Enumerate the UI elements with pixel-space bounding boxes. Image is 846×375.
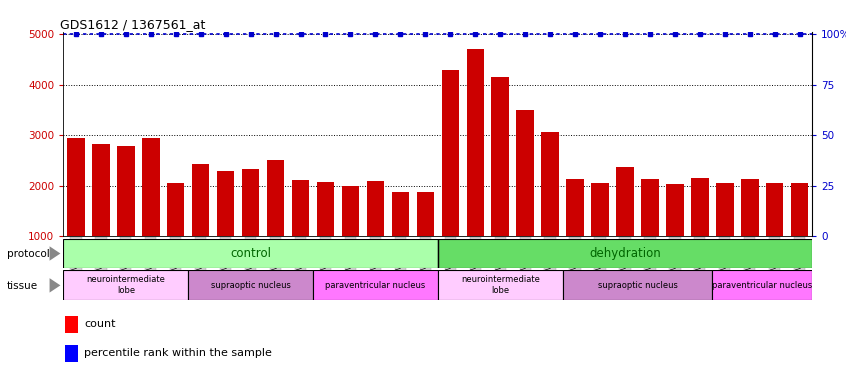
Bar <box>741 179 759 287</box>
Bar <box>63 239 437 268</box>
Bar <box>188 270 313 300</box>
Bar <box>516 110 534 287</box>
Bar <box>563 270 712 300</box>
Bar <box>117 146 135 287</box>
Text: paraventricular nucleus: paraventricular nucleus <box>712 280 812 290</box>
Bar <box>616 166 634 287</box>
Bar <box>392 192 409 287</box>
Text: dehydration: dehydration <box>589 247 661 260</box>
Bar <box>766 183 783 287</box>
Text: tissue: tissue <box>7 281 38 291</box>
Text: paraventricular nucleus: paraventricular nucleus <box>326 280 426 290</box>
Bar <box>492 77 509 287</box>
Bar <box>591 183 609 287</box>
Text: supraoptic nucleus: supraoptic nucleus <box>597 280 678 290</box>
Bar <box>437 239 812 268</box>
Text: protocol: protocol <box>7 249 50 259</box>
Text: control: control <box>230 247 271 260</box>
Bar <box>641 179 659 287</box>
Bar <box>167 183 184 287</box>
Text: GDS1612 / 1367561_at: GDS1612 / 1367561_at <box>60 18 205 31</box>
Bar <box>342 186 360 287</box>
Bar <box>316 182 334 287</box>
Text: count: count <box>85 319 116 329</box>
Bar <box>466 48 484 287</box>
Bar <box>63 270 188 300</box>
Bar <box>791 183 809 287</box>
Bar <box>313 270 437 300</box>
Bar <box>666 184 684 287</box>
Bar <box>65 316 79 333</box>
Bar <box>242 169 260 287</box>
Bar <box>65 345 79 362</box>
Bar <box>67 138 85 287</box>
Bar <box>437 270 563 300</box>
Polygon shape <box>50 278 60 292</box>
Bar <box>192 164 210 287</box>
Bar <box>541 132 559 287</box>
Bar <box>566 179 584 287</box>
Bar <box>292 180 310 287</box>
Text: neurointermediate
lobe: neurointermediate lobe <box>461 275 540 295</box>
Bar <box>266 160 284 287</box>
Bar <box>442 70 459 287</box>
Text: supraoptic nucleus: supraoptic nucleus <box>211 280 290 290</box>
Bar <box>142 138 160 287</box>
Text: neurointermediate
lobe: neurointermediate lobe <box>86 275 165 295</box>
Bar <box>416 192 434 287</box>
Bar <box>691 178 709 287</box>
Polygon shape <box>50 246 60 261</box>
Bar <box>217 171 234 287</box>
Text: percentile rank within the sample: percentile rank within the sample <box>85 348 272 358</box>
Bar <box>712 270 812 300</box>
Bar <box>92 144 110 287</box>
Bar <box>716 183 733 287</box>
Bar <box>366 181 384 287</box>
